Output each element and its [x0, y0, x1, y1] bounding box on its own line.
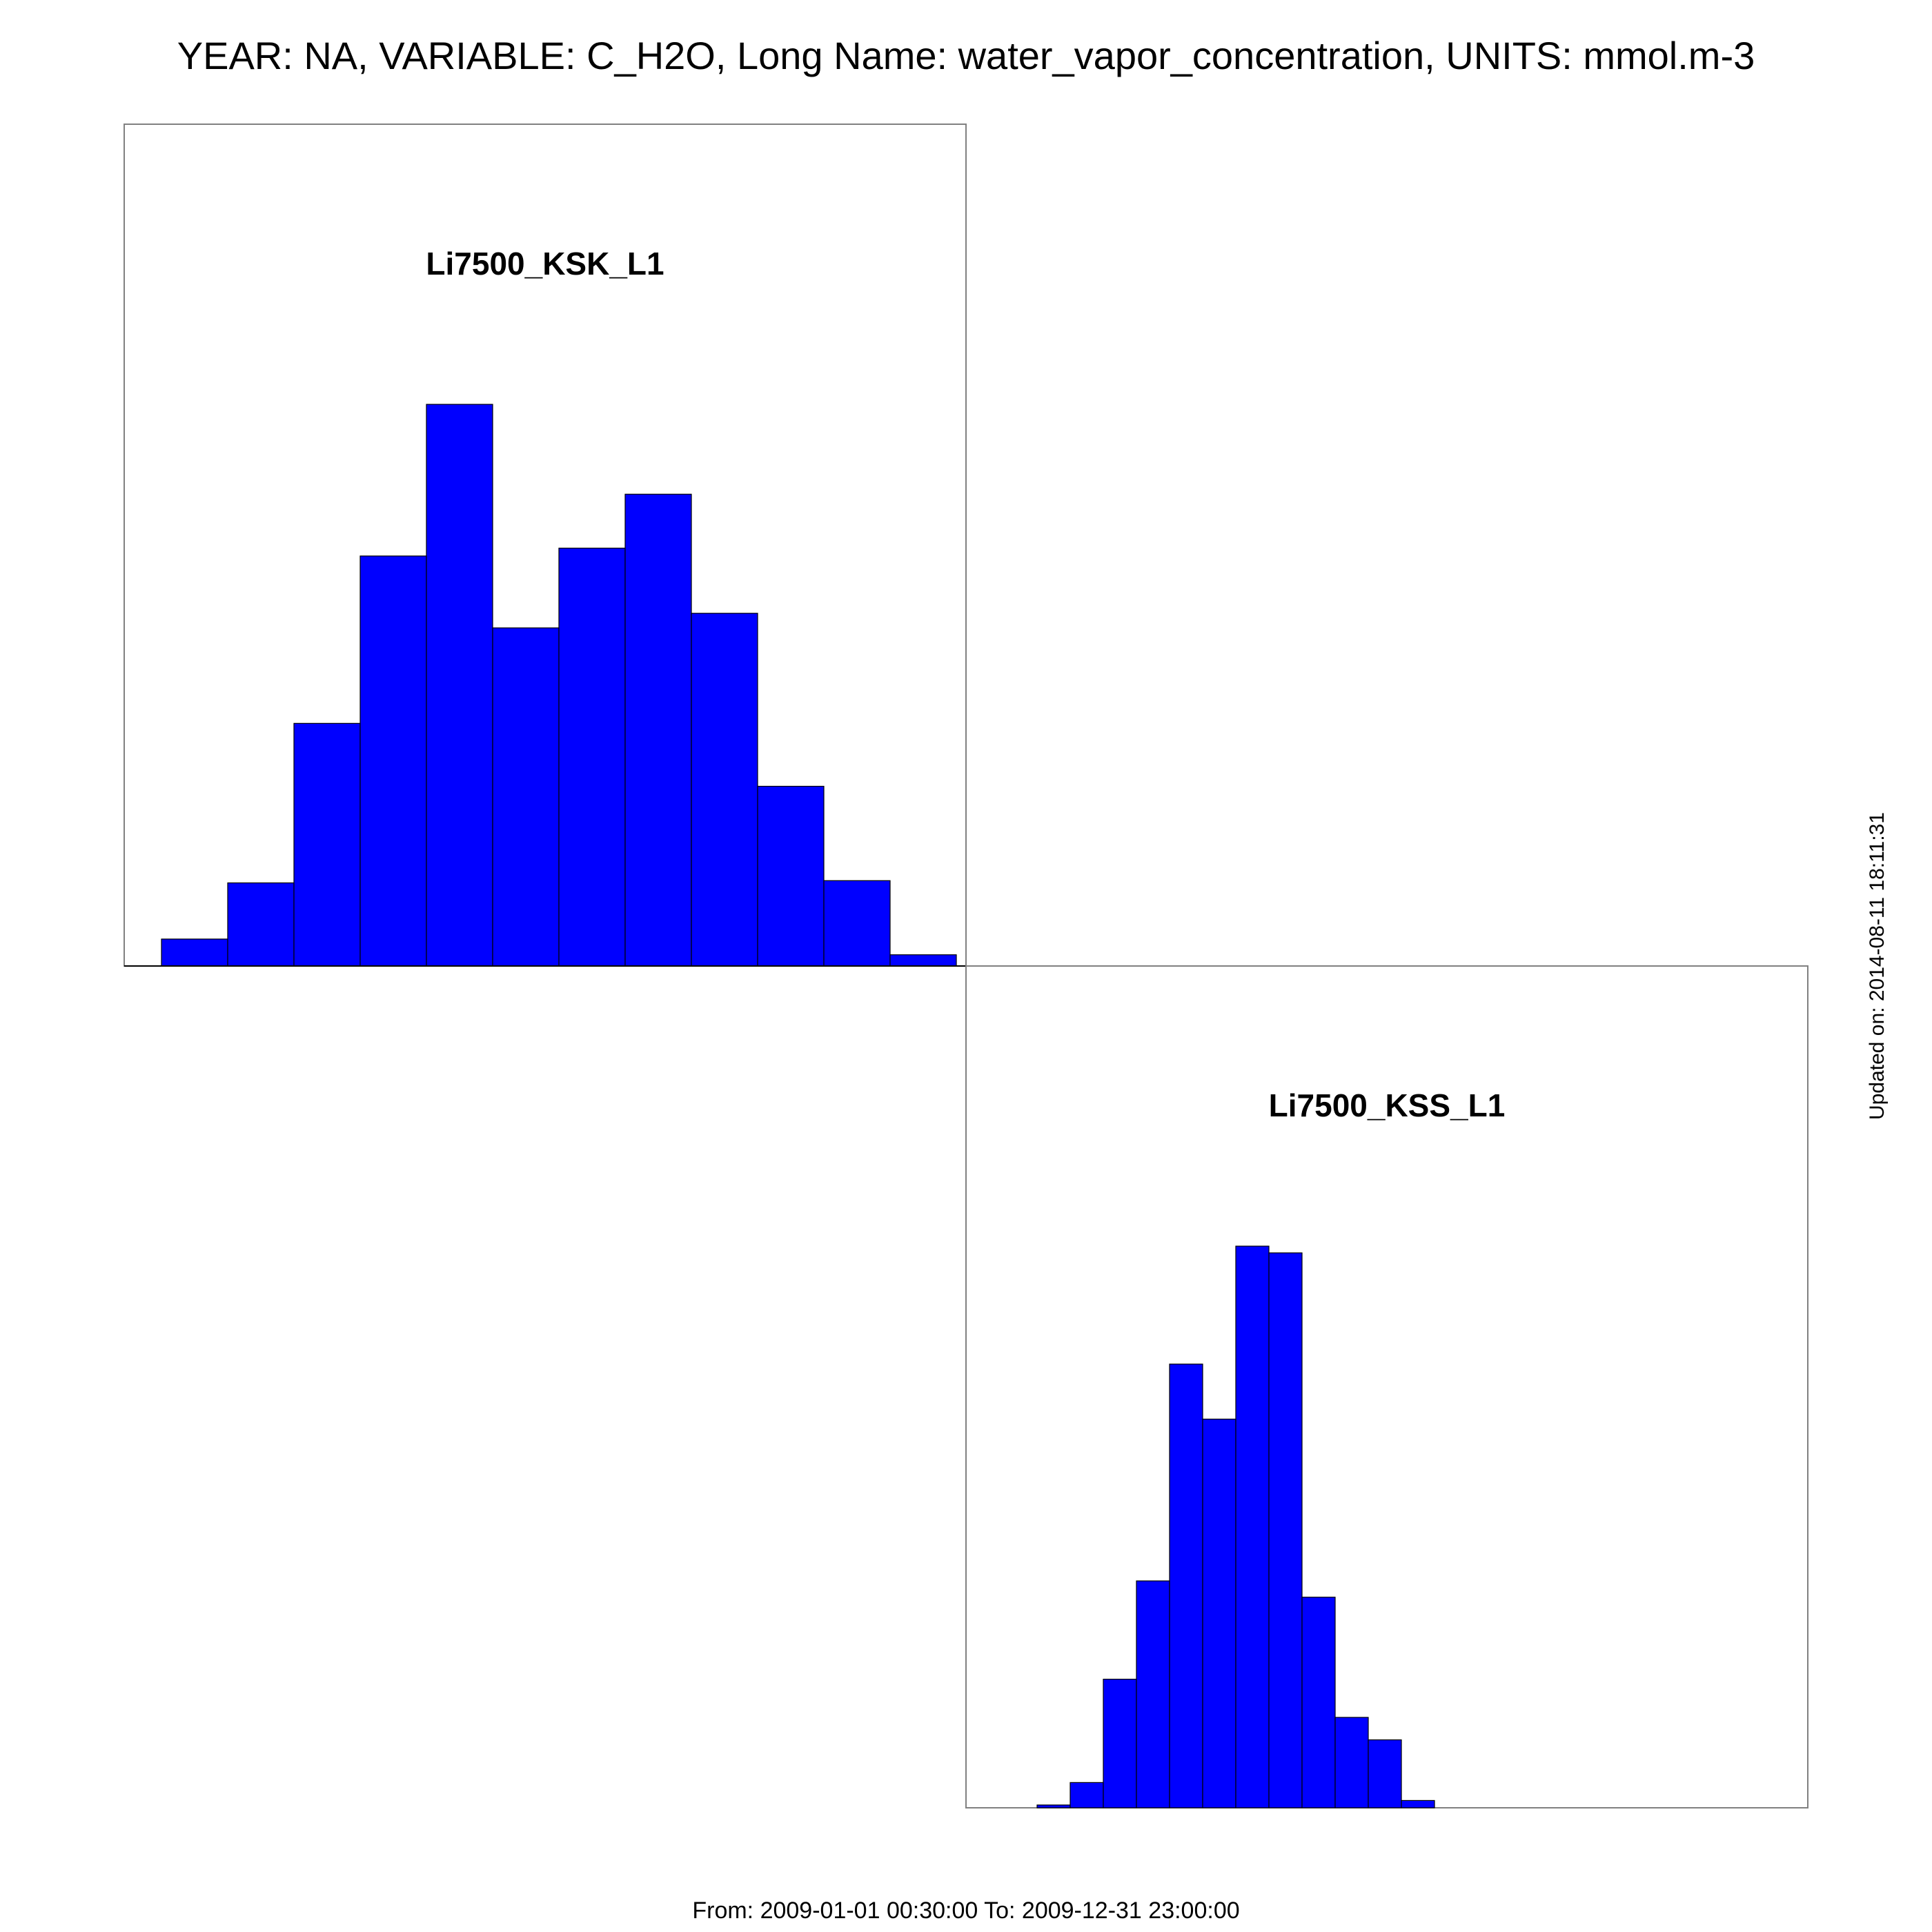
panel-ksk-title: Li7500_KSK_L1 — [426, 246, 664, 282]
histogram-bar — [1136, 1580, 1170, 1808]
panel-ksk: Li7500_KSK_L1 — [124, 124, 967, 967]
histogram-bar — [1036, 1804, 1071, 1808]
histogram-bar — [757, 785, 825, 967]
histogram-bar — [889, 954, 957, 967]
panel-ksk-bars — [161, 404, 957, 967]
panel-kss: Li7500_KSS_L1 — [965, 965, 1808, 1808]
date-range-footer: From: 2009-01-01 00:30:00 To: 2009-12-31… — [692, 1897, 1239, 1924]
histogram-bar — [426, 404, 493, 967]
histogram-bar — [293, 722, 361, 967]
histogram-bar — [161, 938, 228, 967]
histogram-bar — [624, 493, 692, 967]
histogram-bar — [823, 880, 891, 967]
histogram-bar — [558, 547, 626, 967]
histogram-bar — [492, 627, 560, 967]
histogram-bar — [227, 882, 295, 967]
updated-on-note: Updated on: 2014-08-11 18:11:31 — [1866, 812, 1889, 1120]
histogram-bar — [1401, 1800, 1435, 1808]
histogram-bar — [1301, 1597, 1336, 1808]
histogram-bar — [1070, 1782, 1104, 1808]
chart-title: YEAR: NA, VARIABLE: C_H2O, Long Name: wa… — [177, 34, 1755, 77]
histogram-bar — [1268, 1252, 1303, 1808]
histogram-bar — [691, 613, 758, 967]
panel-kss-title: Li7500_KSS_L1 — [1269, 1087, 1506, 1123]
histogram-bar — [1235, 1245, 1270, 1808]
histogram-bar — [1202, 1419, 1236, 1808]
panel-kss-bars — [1036, 1245, 1435, 1808]
histogram-bar — [1334, 1717, 1369, 1808]
histogram-bar — [1368, 1739, 1402, 1808]
histogram-bar — [359, 555, 427, 967]
histogram-bar — [1169, 1363, 1203, 1808]
histogram-bar — [1103, 1678, 1137, 1808]
